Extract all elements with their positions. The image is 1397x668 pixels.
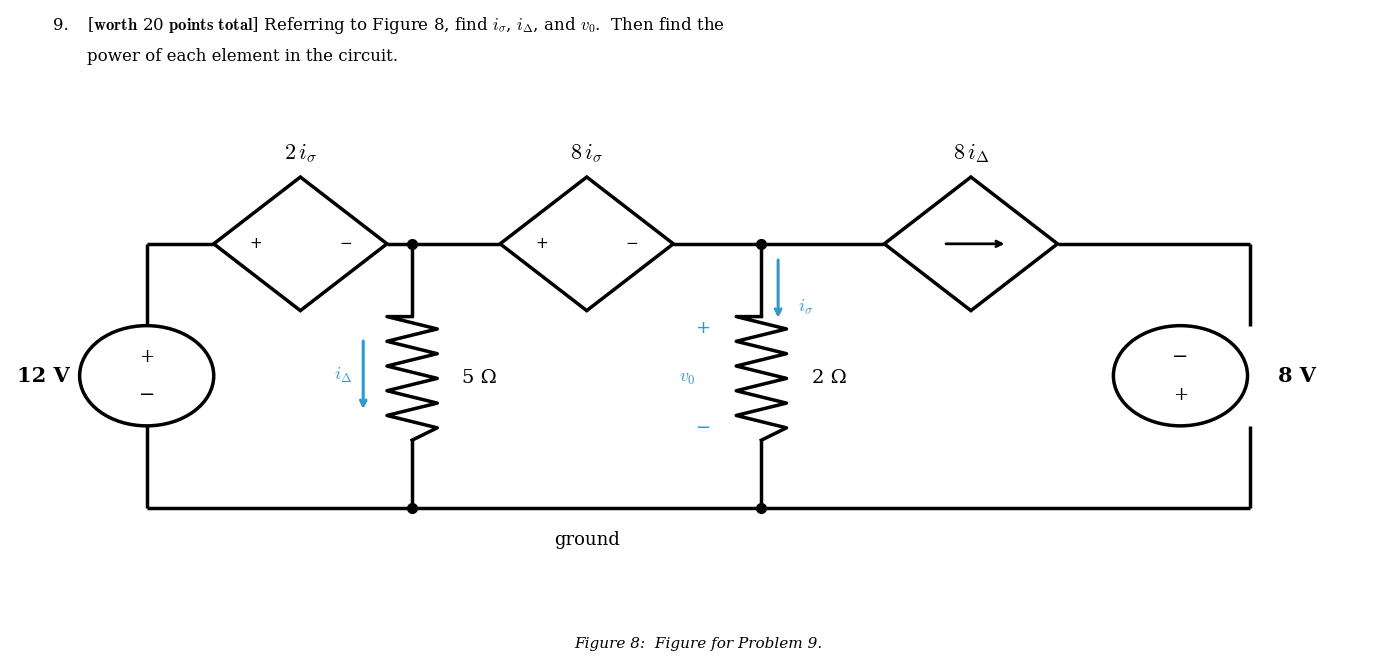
Text: $i_\Delta$: $i_\Delta$ bbox=[334, 365, 352, 385]
Text: 2 Ω: 2 Ω bbox=[812, 369, 847, 387]
Text: −: − bbox=[1172, 348, 1189, 365]
Text: $\mathbf{2}\,\boldsymbol{i_\sigma}$: $\mathbf{2}\,\boldsymbol{i_\sigma}$ bbox=[284, 142, 317, 165]
Text: +: + bbox=[696, 319, 710, 337]
Text: 9.: 9. bbox=[53, 17, 68, 33]
Text: ground: ground bbox=[553, 531, 620, 549]
Text: +: + bbox=[140, 348, 154, 365]
Text: +: + bbox=[535, 236, 548, 251]
Text: $\mathbf{8}\,\boldsymbol{i_\Delta}$: $\mathbf{8}\,\boldsymbol{i_\Delta}$ bbox=[953, 141, 989, 165]
Text: 8 V: 8 V bbox=[1278, 366, 1316, 385]
Text: −: − bbox=[696, 420, 710, 438]
Text: $\mathbf{8}\,\boldsymbol{i_\sigma}$: $\mathbf{8}\,\boldsymbol{i_\sigma}$ bbox=[570, 142, 604, 165]
Text: [$\bf{worth}$ 20 $\bf{points\ total}$] Referring to Figure 8, find $i_\sigma$, $: [$\bf{worth}$ 20 $\bf{points\ total}$] R… bbox=[87, 15, 725, 35]
Text: $i_\sigma$: $i_\sigma$ bbox=[798, 298, 813, 317]
Text: Figure 8:  Figure for Problem 9.: Figure 8: Figure for Problem 9. bbox=[574, 637, 823, 651]
Text: +: + bbox=[1173, 386, 1187, 403]
Text: −: − bbox=[138, 386, 155, 403]
Text: +: + bbox=[249, 236, 261, 251]
Text: power of each element in the circuit.: power of each element in the circuit. bbox=[87, 48, 398, 65]
Text: −: − bbox=[626, 236, 638, 251]
Text: 5 Ω: 5 Ω bbox=[462, 369, 497, 387]
Text: $v_0$: $v_0$ bbox=[679, 369, 696, 387]
Text: −: − bbox=[339, 236, 352, 251]
Text: 12 V: 12 V bbox=[17, 366, 70, 385]
